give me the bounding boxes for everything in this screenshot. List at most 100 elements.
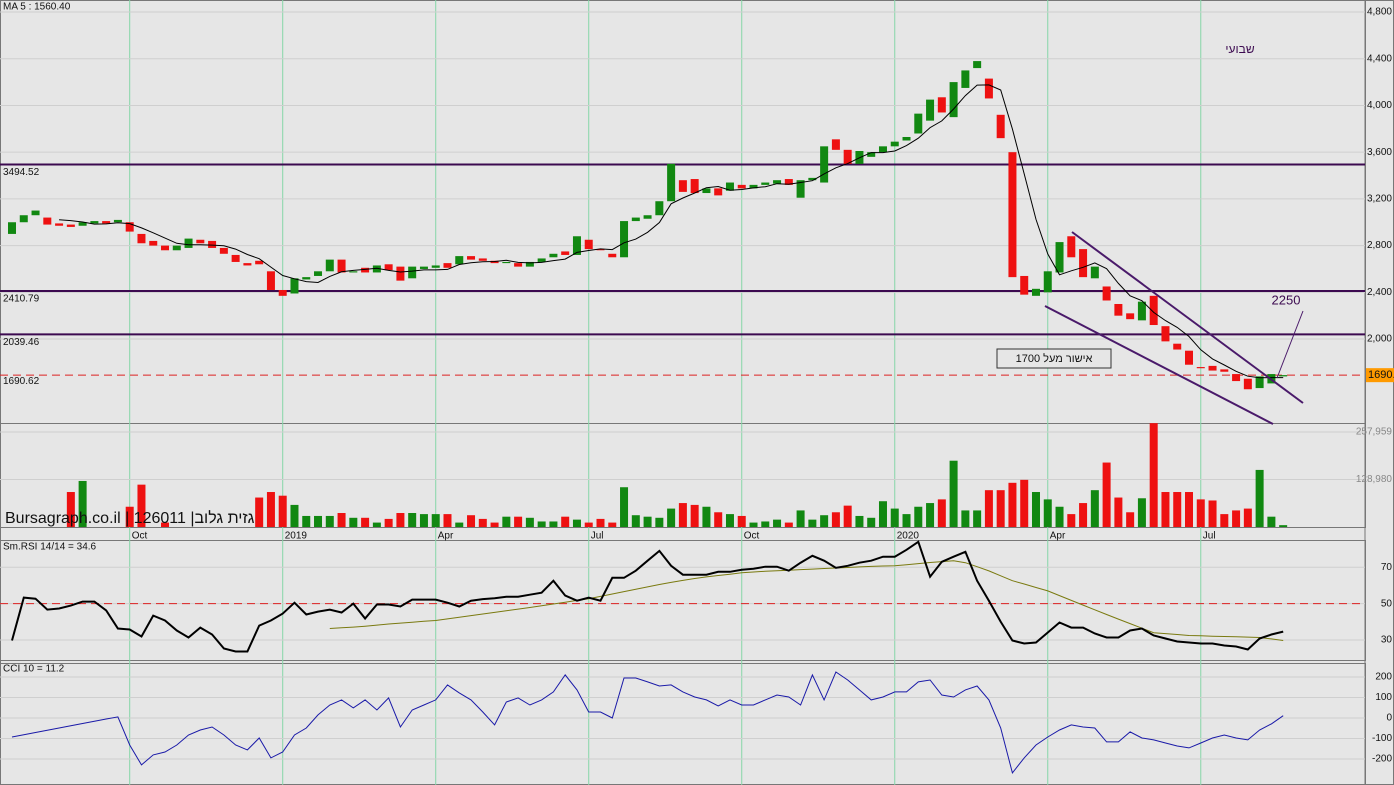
volume-bar xyxy=(1255,469,1264,527)
volume-bar xyxy=(78,480,87,527)
level-label: 3494.52 xyxy=(3,167,40,178)
y-tick-label: 2,400 xyxy=(1367,287,1392,298)
candle-body xyxy=(1232,374,1241,382)
candle-body xyxy=(19,215,28,223)
y-tick-label: 200 xyxy=(1375,672,1392,683)
candle-body xyxy=(384,264,393,271)
volume-bar xyxy=(984,490,993,527)
volume-bar xyxy=(314,515,323,527)
volume-bar xyxy=(808,519,817,527)
volume-bar xyxy=(1043,499,1052,527)
volume-bar xyxy=(678,503,687,527)
candle-body xyxy=(1149,295,1158,326)
volume-bar xyxy=(384,518,393,527)
candle-body xyxy=(455,256,464,265)
ma-title: MA 5 : 1560.40 xyxy=(3,2,71,13)
volume-bar xyxy=(1031,492,1040,527)
candle-body xyxy=(996,114,1005,139)
candle-body xyxy=(796,180,805,198)
volume-bar xyxy=(255,497,264,527)
channel-upper xyxy=(1071,231,1304,404)
volume-bar xyxy=(878,501,887,527)
volume-bar xyxy=(1055,506,1064,527)
volume-bar xyxy=(431,514,440,527)
volume-bar xyxy=(937,499,946,527)
candle-body xyxy=(878,146,887,153)
last-price-box xyxy=(1366,368,1394,383)
candle-body xyxy=(549,253,558,258)
candle-body xyxy=(655,201,664,216)
candle-body xyxy=(584,239,593,250)
indicator-line xyxy=(329,560,1284,641)
y-tick-label: 50 xyxy=(1381,598,1393,609)
x-tick-label: Jul xyxy=(1203,531,1216,542)
y-tick-label: 0 xyxy=(1386,713,1392,724)
candle-body xyxy=(725,182,734,191)
volume-bar xyxy=(1149,423,1158,527)
candle-body xyxy=(184,238,193,248)
candle-body xyxy=(443,263,452,268)
volume-bar xyxy=(125,506,134,527)
volume-bar xyxy=(714,512,723,527)
candle-body xyxy=(1255,376,1264,389)
volume-bar xyxy=(1137,498,1146,527)
candle-body xyxy=(78,222,87,226)
candle-body xyxy=(325,259,334,272)
volume-bar xyxy=(890,508,899,527)
y-tick-label: 2,000 xyxy=(1367,334,1392,345)
candle-body xyxy=(749,184,758,189)
last-price-tag: 1690.62 xyxy=(1368,369,1394,381)
y-tick-label: 70 xyxy=(1381,562,1393,573)
volume-bar xyxy=(773,519,782,527)
candle-body xyxy=(266,271,275,290)
ma-line xyxy=(59,84,1284,379)
candle-body xyxy=(231,254,240,262)
candle-body xyxy=(537,258,546,262)
last-price-label: 1690.62 xyxy=(3,376,40,387)
candle-body xyxy=(302,277,311,280)
candle-body xyxy=(478,258,487,261)
candle-body xyxy=(572,236,581,255)
candle-body xyxy=(808,177,817,181)
candle-body xyxy=(113,219,122,223)
volume-bar xyxy=(796,510,805,527)
volume-bar xyxy=(161,522,170,527)
candle-body xyxy=(372,265,381,273)
volume-bar xyxy=(914,506,923,527)
volume-bar xyxy=(1079,503,1088,527)
volume-bar xyxy=(1267,516,1276,527)
volume-bar xyxy=(702,506,711,527)
x-tick-label: 2020 xyxy=(897,531,920,542)
volume-bar xyxy=(843,505,852,527)
candle-body xyxy=(255,260,264,265)
volume-bar xyxy=(561,516,570,527)
y-tick-label: -200 xyxy=(1372,754,1392,765)
candle-body xyxy=(1008,152,1017,278)
candle-body xyxy=(172,245,181,251)
volume-bar xyxy=(490,522,499,527)
volume-bar xyxy=(443,514,452,527)
candle-body xyxy=(196,239,205,244)
y-tick-label: 4,400 xyxy=(1367,53,1392,64)
volume-bar xyxy=(525,517,534,527)
candle-body xyxy=(620,221,629,258)
candle-body xyxy=(867,152,876,157)
candle-body xyxy=(149,240,158,246)
candle-body xyxy=(208,240,217,248)
candle-body xyxy=(8,222,16,234)
candle-body xyxy=(314,271,323,276)
candle-body xyxy=(1196,367,1205,369)
candle-body xyxy=(1102,286,1111,301)
candle-body xyxy=(667,163,676,202)
volume-bar xyxy=(1220,514,1229,527)
y-tick-label: 2,800 xyxy=(1367,240,1392,251)
volume-bar xyxy=(502,516,511,527)
volume-bar xyxy=(855,515,864,527)
volume-bar xyxy=(1102,462,1111,527)
volume-bar xyxy=(1126,512,1135,527)
candle-body xyxy=(1090,266,1099,279)
indicator-line xyxy=(11,540,1284,653)
candle-body xyxy=(337,259,346,273)
y-tick-label: 257,959 xyxy=(1356,427,1393,438)
